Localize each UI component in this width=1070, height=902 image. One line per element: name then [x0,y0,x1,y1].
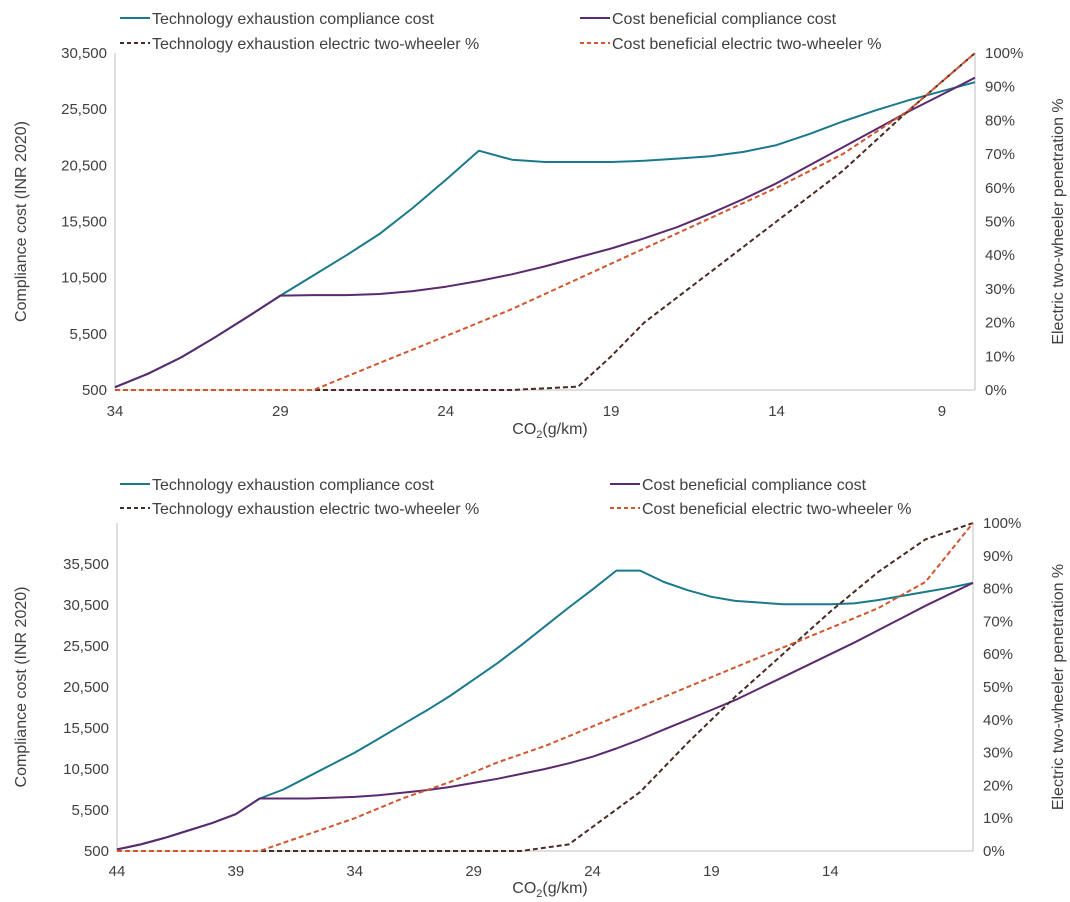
y-tick-label: 20,500 [61,157,107,174]
legend-label-2: Cost beneficial compliance cost [642,477,867,494]
y2-tick-label: 90% [983,548,1013,565]
x-tick-label: 19 [703,863,720,880]
y2-tick-label: 60% [983,646,1013,663]
y-tick-label: 25,500 [63,638,109,655]
legend-label-3: Technology exhaustion electric two-wheel… [152,501,479,518]
x-tick-label: 44 [109,863,126,880]
y-tick-label: 500 [84,843,109,860]
chart-1: 30,500 25,500 20,500 15,500 10,500 5,500 500 10… [13,11,1067,441]
y2-tick-label: 70% [983,613,1013,630]
x-axis-title: CO2(g/km) [512,421,587,441]
series-line-1 [114,81,976,389]
y-tick-label: 15,500 [61,214,107,231]
x-tick-label: 29 [465,863,482,880]
y-tick-label: 500 [82,382,107,399]
x-axis-title-co: CO [512,880,536,897]
y2-tick-label: 60% [985,180,1015,197]
y2-tick-label: 10% [985,348,1015,365]
x-tick-label: 39 [228,863,245,880]
series-line-4 [115,52,976,391]
y2-axis-title: Electric two-wheeler penetration % [1050,564,1067,810]
y2-tick-label: 80% [983,581,1013,598]
y2-tick-label: 10% [983,810,1013,827]
x-tick-label: 14 [822,863,839,880]
x-tick-label: 24 [584,863,601,880]
y2-tick-label: 100% [985,45,1023,62]
y-tick-label: 10,500 [61,270,107,287]
series-line-4 [117,522,974,852]
y-tick-label: 30,500 [63,597,109,614]
x-axis-title-subscript: 2 [536,429,542,441]
x-tick-label: 14 [768,403,785,420]
y2-tick-label: 30% [983,745,1013,762]
y2-tick-label: 50% [983,679,1013,696]
y2-tick-label: 0% [983,843,1005,860]
y-axis-title: Compliance cost (INR 2020) [13,587,30,788]
x-tick-label: 24 [437,403,454,420]
y2-tick-label: 70% [985,146,1015,163]
x-axis-title-unit: (g/km) [542,421,587,438]
y-tick-label: 10,500 [63,761,109,778]
y-tick-label: 30,500 [61,45,107,62]
y-tick-label: 15,500 [63,720,109,737]
y2-tick-label: 80% [985,112,1015,129]
y-tick-label: 20,500 [63,679,109,696]
y2-tick-label: 40% [985,247,1015,264]
series-line-3 [115,52,976,391]
y-tick-label: 5,500 [69,326,107,343]
y-tick-label: 25,500 [61,101,107,118]
y-tick-label: 5,500 [71,802,109,819]
y2-tick-label: 0% [985,382,1007,399]
y2-tick-label: 20% [985,315,1015,332]
y2-tick-label: 30% [985,281,1015,298]
x-axis-title-unit: (g/km) [542,880,587,897]
y-axis-title: Compliance cost (INR 2020) [13,121,30,322]
legend-label-3: Technology exhaustion electric two-wheel… [152,36,479,53]
x-axis-title: CO2(g/km) [512,880,587,900]
y2-tick-label: 50% [985,214,1015,231]
y2-tick-label: 100% [983,515,1021,532]
legend-label-4: Cost beneficial electric two-wheeler % [642,501,911,518]
y-tick-label: 35,500 [63,556,109,573]
legend-label-2: Cost beneficial compliance cost [612,11,837,28]
x-axis-title-co: CO [512,421,536,438]
x-tick-label: 34 [346,863,363,880]
legend-label-1: Technology exhaustion compliance cost [152,477,435,494]
y2-tick-label: 40% [983,712,1013,729]
legend-label-4: Cost beneficial electric two-wheeler % [612,36,881,53]
y2-tick-label: 20% [983,777,1013,794]
series-line-3 [117,522,974,852]
series-line-2 [116,581,974,851]
series-line-2 [114,76,976,389]
y2-tick-label: 90% [985,79,1015,96]
x-tick-label: 9 [938,403,946,420]
y2-axis-title: Electric two-wheeler penetration % [1050,98,1067,344]
legend-label-1: Technology exhaustion compliance cost [152,11,435,28]
x-tick-label: 29 [272,403,289,420]
chart-2: 35,500 30,500 25,500 20,500 15,500 10,500 5,50… [13,477,1067,900]
x-axis-title-subscript: 2 [536,888,542,900]
x-tick-label: 34 [107,403,124,420]
x-tick-label: 19 [603,403,620,420]
